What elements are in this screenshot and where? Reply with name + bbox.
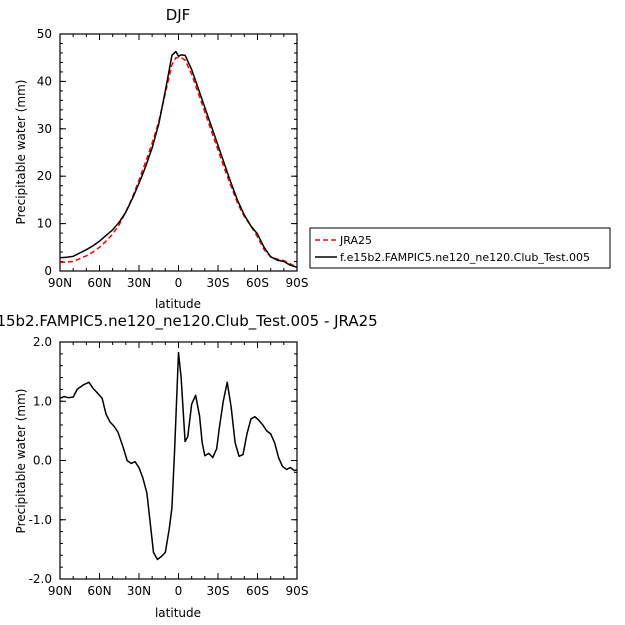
x-tick-label: 0 bbox=[175, 276, 183, 290]
y-tick-label: 0 bbox=[44, 264, 52, 278]
y-tick-label: 50 bbox=[37, 27, 52, 41]
x-tick-label: 30S bbox=[207, 276, 230, 290]
y-tick-label: 2.0 bbox=[33, 335, 52, 349]
bottom-ticks: 90N 60N 30N 0 30S 60S 90S -2.0 -1.0 0.0 1.0 2.0 bbox=[29, 335, 309, 598]
mean-panel: DJF Precipitable water (mm) latitude 90N… bbox=[14, 6, 308, 311]
bottom-series-group bbox=[59, 351, 298, 561]
bottom-chart-title: f.e15b2.FAMPIC5.ne120_ne120.Club_Test.00… bbox=[0, 312, 378, 331]
x-tick-label: 90N bbox=[48, 584, 72, 598]
top-plot-frame bbox=[59, 33, 298, 272]
legend-label-model: f.e15b2.FAMPIC5.ne120_ne120.Club_Test.00… bbox=[340, 251, 590, 264]
top-chart-title: DJF bbox=[166, 6, 191, 24]
top-x-axis-label: latitude bbox=[155, 297, 201, 311]
x-tick-label: 60N bbox=[87, 276, 111, 290]
x-tick-label: 60S bbox=[246, 276, 269, 290]
bottom-plot-frame bbox=[59, 341, 298, 580]
series-line-model bbox=[59, 50, 298, 268]
difference-panel: f.e15b2.FAMPIC5.ne120_ne120.Club_Test.00… bbox=[0, 312, 378, 620]
y-tick-label: 20 bbox=[37, 169, 52, 183]
x-tick-label: 90S bbox=[286, 276, 309, 290]
x-tick-label: 30S bbox=[207, 584, 230, 598]
top-ticks: 90N 60N 30N 0 30S 60S 90S 0 10 20 30 40 50 bbox=[37, 27, 309, 290]
x-tick-label: 0 bbox=[175, 584, 183, 598]
y-tick-label: -2.0 bbox=[29, 572, 52, 586]
x-tick-label: 30N bbox=[127, 584, 151, 598]
y-tick-label: -1.0 bbox=[29, 513, 52, 527]
legend-box bbox=[309, 227, 611, 269]
y-tick-label: 40 bbox=[37, 74, 52, 88]
y-tick-label: 1.0 bbox=[33, 394, 52, 408]
y-tick-label: 10 bbox=[37, 217, 52, 231]
x-tick-label: 60N bbox=[87, 584, 111, 598]
x-tick-label: 90N bbox=[48, 276, 72, 290]
legend: JRA25 f.e15b2.FAMPIC5.ne120_ne120.Club_T… bbox=[309, 227, 611, 269]
y-tick-label: 30 bbox=[37, 122, 52, 136]
bottom-y-axis-label: Precipitable water (mm) bbox=[14, 389, 28, 534]
x-tick-label: 90S bbox=[286, 584, 309, 598]
top-y-axis-label: Precipitable water (mm) bbox=[14, 80, 28, 225]
series-line-difference bbox=[59, 351, 298, 561]
bottom-x-axis-label: latitude bbox=[155, 606, 201, 620]
x-tick-label: 60S bbox=[246, 584, 269, 598]
top-series-group bbox=[59, 50, 298, 268]
legend-label-jra25: JRA25 bbox=[339, 234, 372, 247]
series-line-jra25 bbox=[59, 56, 298, 268]
y-tick-label: 0.0 bbox=[33, 454, 52, 468]
x-tick-label: 30N bbox=[127, 276, 151, 290]
